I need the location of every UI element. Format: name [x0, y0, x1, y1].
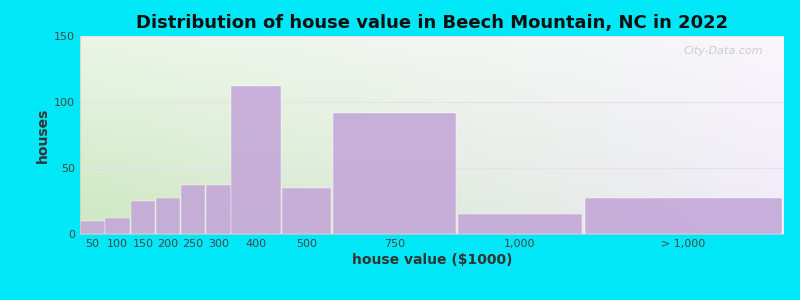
- Title: Distribution of house value in Beech Mountain, NC in 2022: Distribution of house value in Beech Mou…: [136, 14, 728, 32]
- Bar: [231, 86, 281, 234]
- Text: City-Data.com: City-Data.com: [683, 46, 763, 56]
- Bar: [458, 214, 582, 234]
- Bar: [585, 198, 782, 234]
- Bar: [282, 188, 331, 234]
- Bar: [156, 198, 180, 234]
- Bar: [181, 185, 206, 234]
- Bar: [106, 218, 130, 234]
- Bar: [333, 112, 456, 234]
- Bar: [206, 185, 230, 234]
- X-axis label: house value ($1000): house value ($1000): [352, 253, 512, 267]
- Y-axis label: houses: houses: [36, 107, 50, 163]
- Bar: [130, 201, 155, 234]
- Bar: [80, 221, 105, 234]
